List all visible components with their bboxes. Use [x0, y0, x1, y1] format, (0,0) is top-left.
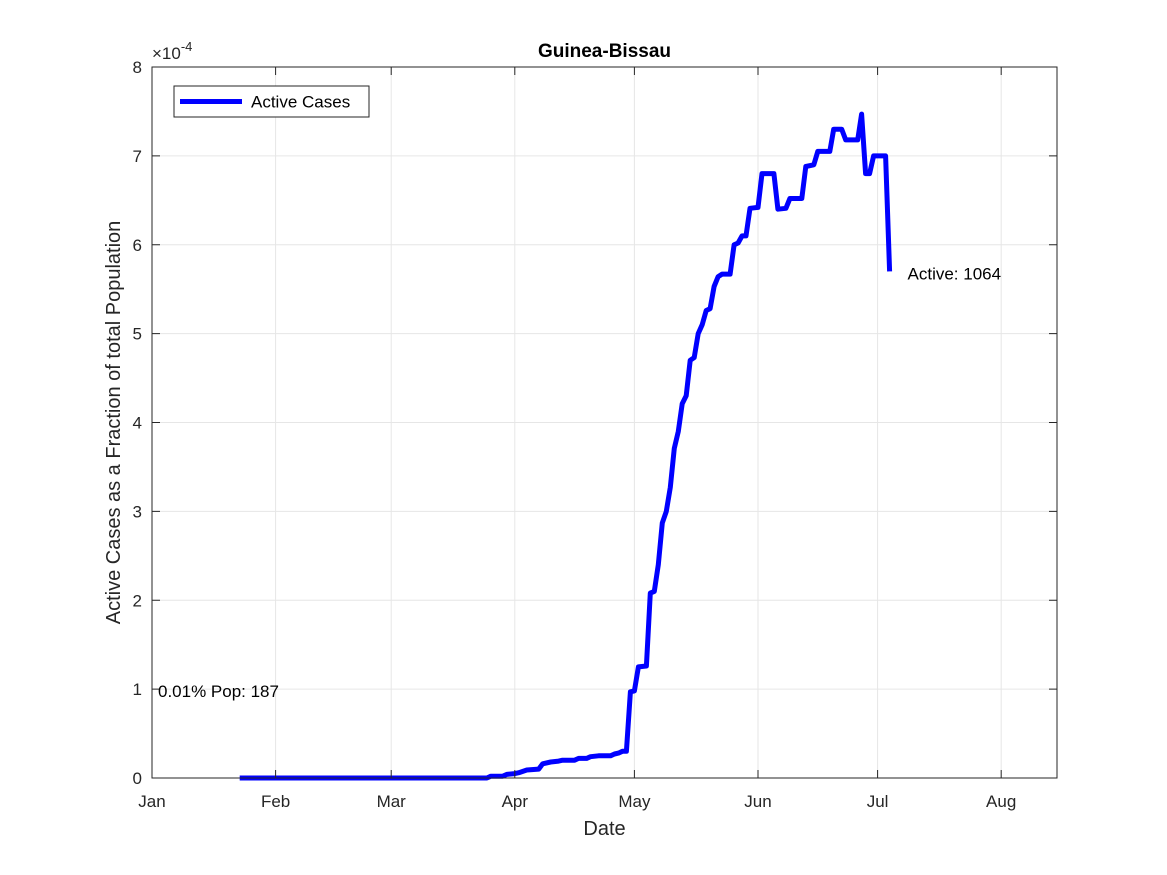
y-tick-label: 4	[133, 414, 142, 433]
y-tick-label: 2	[133, 591, 142, 610]
annotation-population-threshold: 0.01% Pop: 187	[158, 682, 279, 701]
x-tick-label: Feb	[261, 792, 290, 811]
legend: Active Cases	[173, 85, 370, 118]
x-tick-label: Apr	[502, 792, 529, 811]
x-tick-label: Mar	[377, 792, 407, 811]
x-tick-label: Jan	[138, 792, 165, 811]
y-tick-label: 0	[133, 769, 142, 788]
y-exponent-power: -4	[181, 39, 193, 54]
chart-title: Guinea-Bissau	[538, 41, 671, 62]
x-axis-label: Date	[583, 818, 625, 840]
y-axis-label: Active Cases as a Fraction of total Popu…	[103, 221, 125, 625]
x-tick-label: Jun	[744, 792, 771, 811]
y-exponent-label: ×10-4	[152, 39, 192, 63]
annotations: Active: 1064 0.01% Pop: 187	[158, 264, 1001, 701]
y-tick-label: 1	[133, 680, 142, 699]
x-tick-label: Jul	[867, 792, 889, 811]
y-exponent-base: ×10	[152, 44, 181, 63]
x-tick-label: May	[618, 792, 651, 811]
legend-entry-active-cases: Active Cases	[251, 93, 350, 112]
series-layer	[239, 111, 893, 781]
y-tick-label: 3	[133, 502, 142, 521]
tick-labels: Jan Feb Mar Apr May Jun Jul Aug 0 1 2 3 4 5 6 7 8	[133, 58, 1017, 811]
y-tick-label: 5	[133, 325, 142, 344]
grid-lines	[152, 67, 1057, 778]
x-tick-label: Aug	[986, 792, 1016, 811]
series-line-active-cases	[239, 111, 893, 781]
y-tick-label: 8	[133, 58, 142, 77]
y-tick-label: 6	[133, 236, 142, 255]
y-tick-label: 7	[133, 147, 142, 166]
axis-ticks	[151, 66, 1057, 779]
annotation-active-count: Active: 1064	[908, 264, 1002, 283]
